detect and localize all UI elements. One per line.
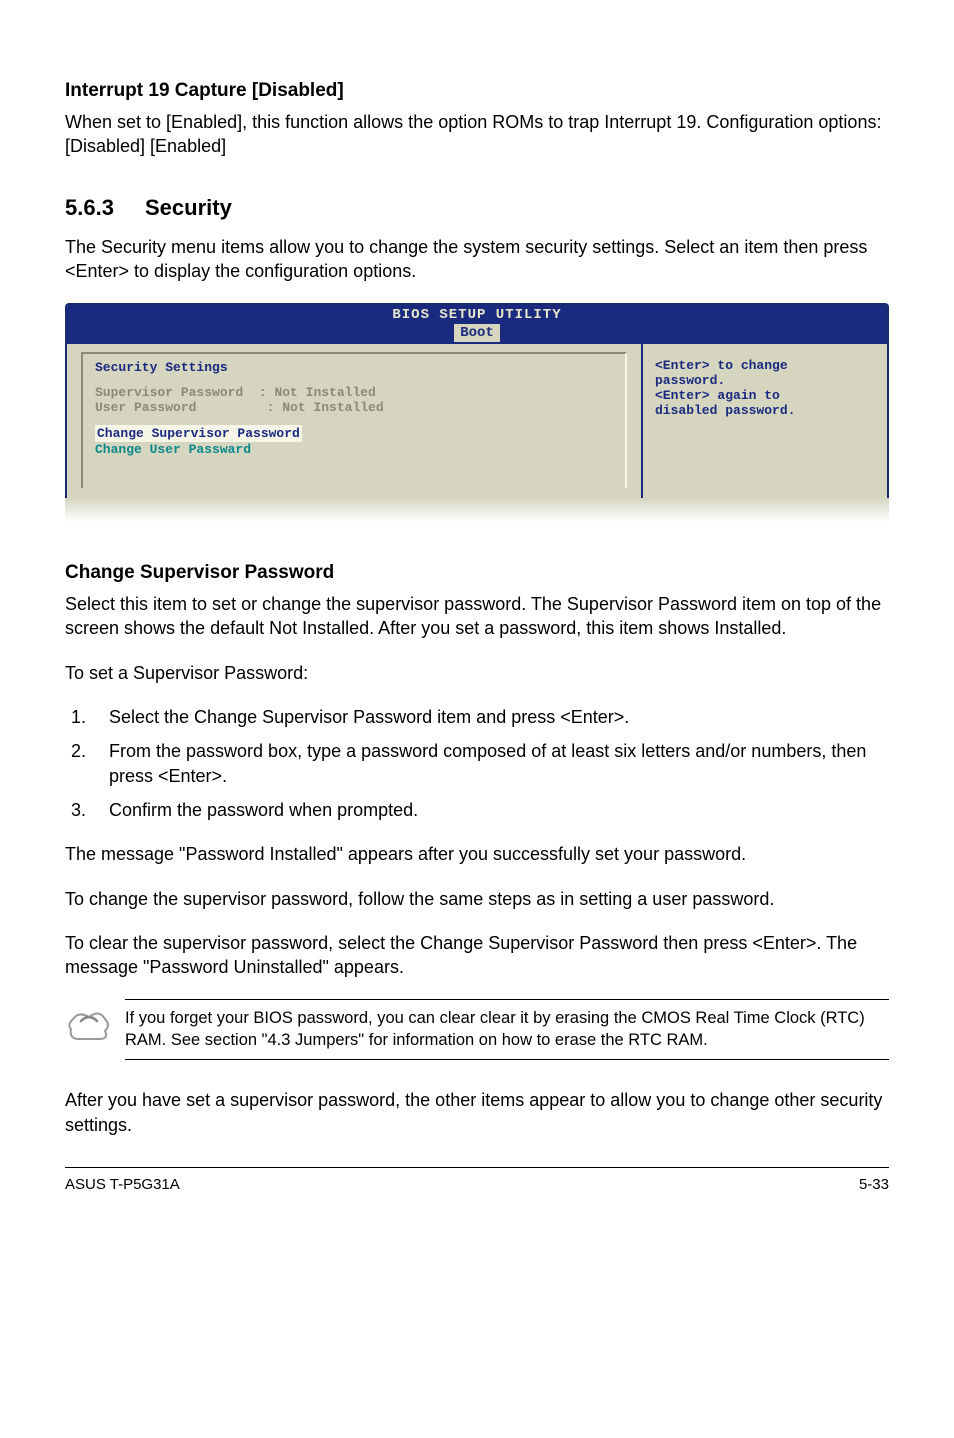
bios-tab-row: Boot (67, 323, 887, 344)
after-note-text: After you have set a supervisor password… (65, 1088, 889, 1137)
interrupt-body: When set to [Enabled], this function all… (65, 110, 889, 159)
bios-supervisor-row: Supervisor Password : Not Installed (95, 385, 613, 400)
change-supervisor-p3: The message "Password Installed" appears… (65, 842, 889, 866)
bios-security-heading: Security Settings (95, 360, 613, 375)
change-supervisor-p2: To set a Supervisor Password: (65, 661, 889, 685)
note-text: If you forget your BIOS password, you ca… (125, 1008, 889, 1051)
bios-supervisor-label: Supervisor Password (95, 385, 243, 400)
change-supervisor-p5: To clear the supervisor password, select… (65, 931, 889, 980)
steps-list: Select the Change Supervisor Password it… (65, 705, 889, 822)
footer-right: 5-33 (859, 1176, 889, 1193)
note-block: If you forget your BIOS password, you ca… (65, 999, 889, 1060)
page-footer: ASUS T-P5G31A 5-33 (65, 1167, 889, 1193)
change-supervisor-heading: Change Supervisor Password (65, 562, 889, 584)
section-title: Security (145, 195, 232, 220)
bios-help-panel: <Enter> to changepassword.<Enter> again … (641, 344, 887, 518)
bios-user-row: User Password : Not Installed (95, 400, 613, 415)
bios-user-value: : Not Installed (267, 400, 384, 415)
step-2: From the password box, type a password c… (91, 739, 889, 788)
bios-title: BIOS SETUP UTILITY (67, 305, 887, 323)
note-icon (65, 999, 125, 1050)
interrupt-heading: Interrupt 19 Capture [Disabled] (65, 80, 889, 102)
bios-change-user: Change User Passward (95, 442, 613, 457)
change-supervisor-p4: To change the supervisor password, follo… (65, 887, 889, 911)
change-supervisor-p1: Select this item to set or change the su… (65, 592, 889, 641)
bios-change-supervisor: Change Supervisor Password (95, 425, 302, 442)
bios-screenshot: BIOS SETUP UTILITY Boot Security Setting… (65, 303, 889, 522)
section-heading: 5.6.3Security (65, 195, 889, 221)
step-1: Select the Change Supervisor Password it… (91, 705, 889, 729)
bios-tab-boot: Boot (454, 324, 500, 342)
section-number: 5.6.3 (65, 195, 145, 221)
bios-user-label: User Password (95, 400, 196, 415)
footer-left: ASUS T-P5G31A (65, 1176, 180, 1193)
bios-supervisor-value: : Not Installed (259, 385, 376, 400)
step-3: Confirm the password when prompted. (91, 798, 889, 822)
section-intro: The Security menu items allow you to cha… (65, 235, 889, 284)
